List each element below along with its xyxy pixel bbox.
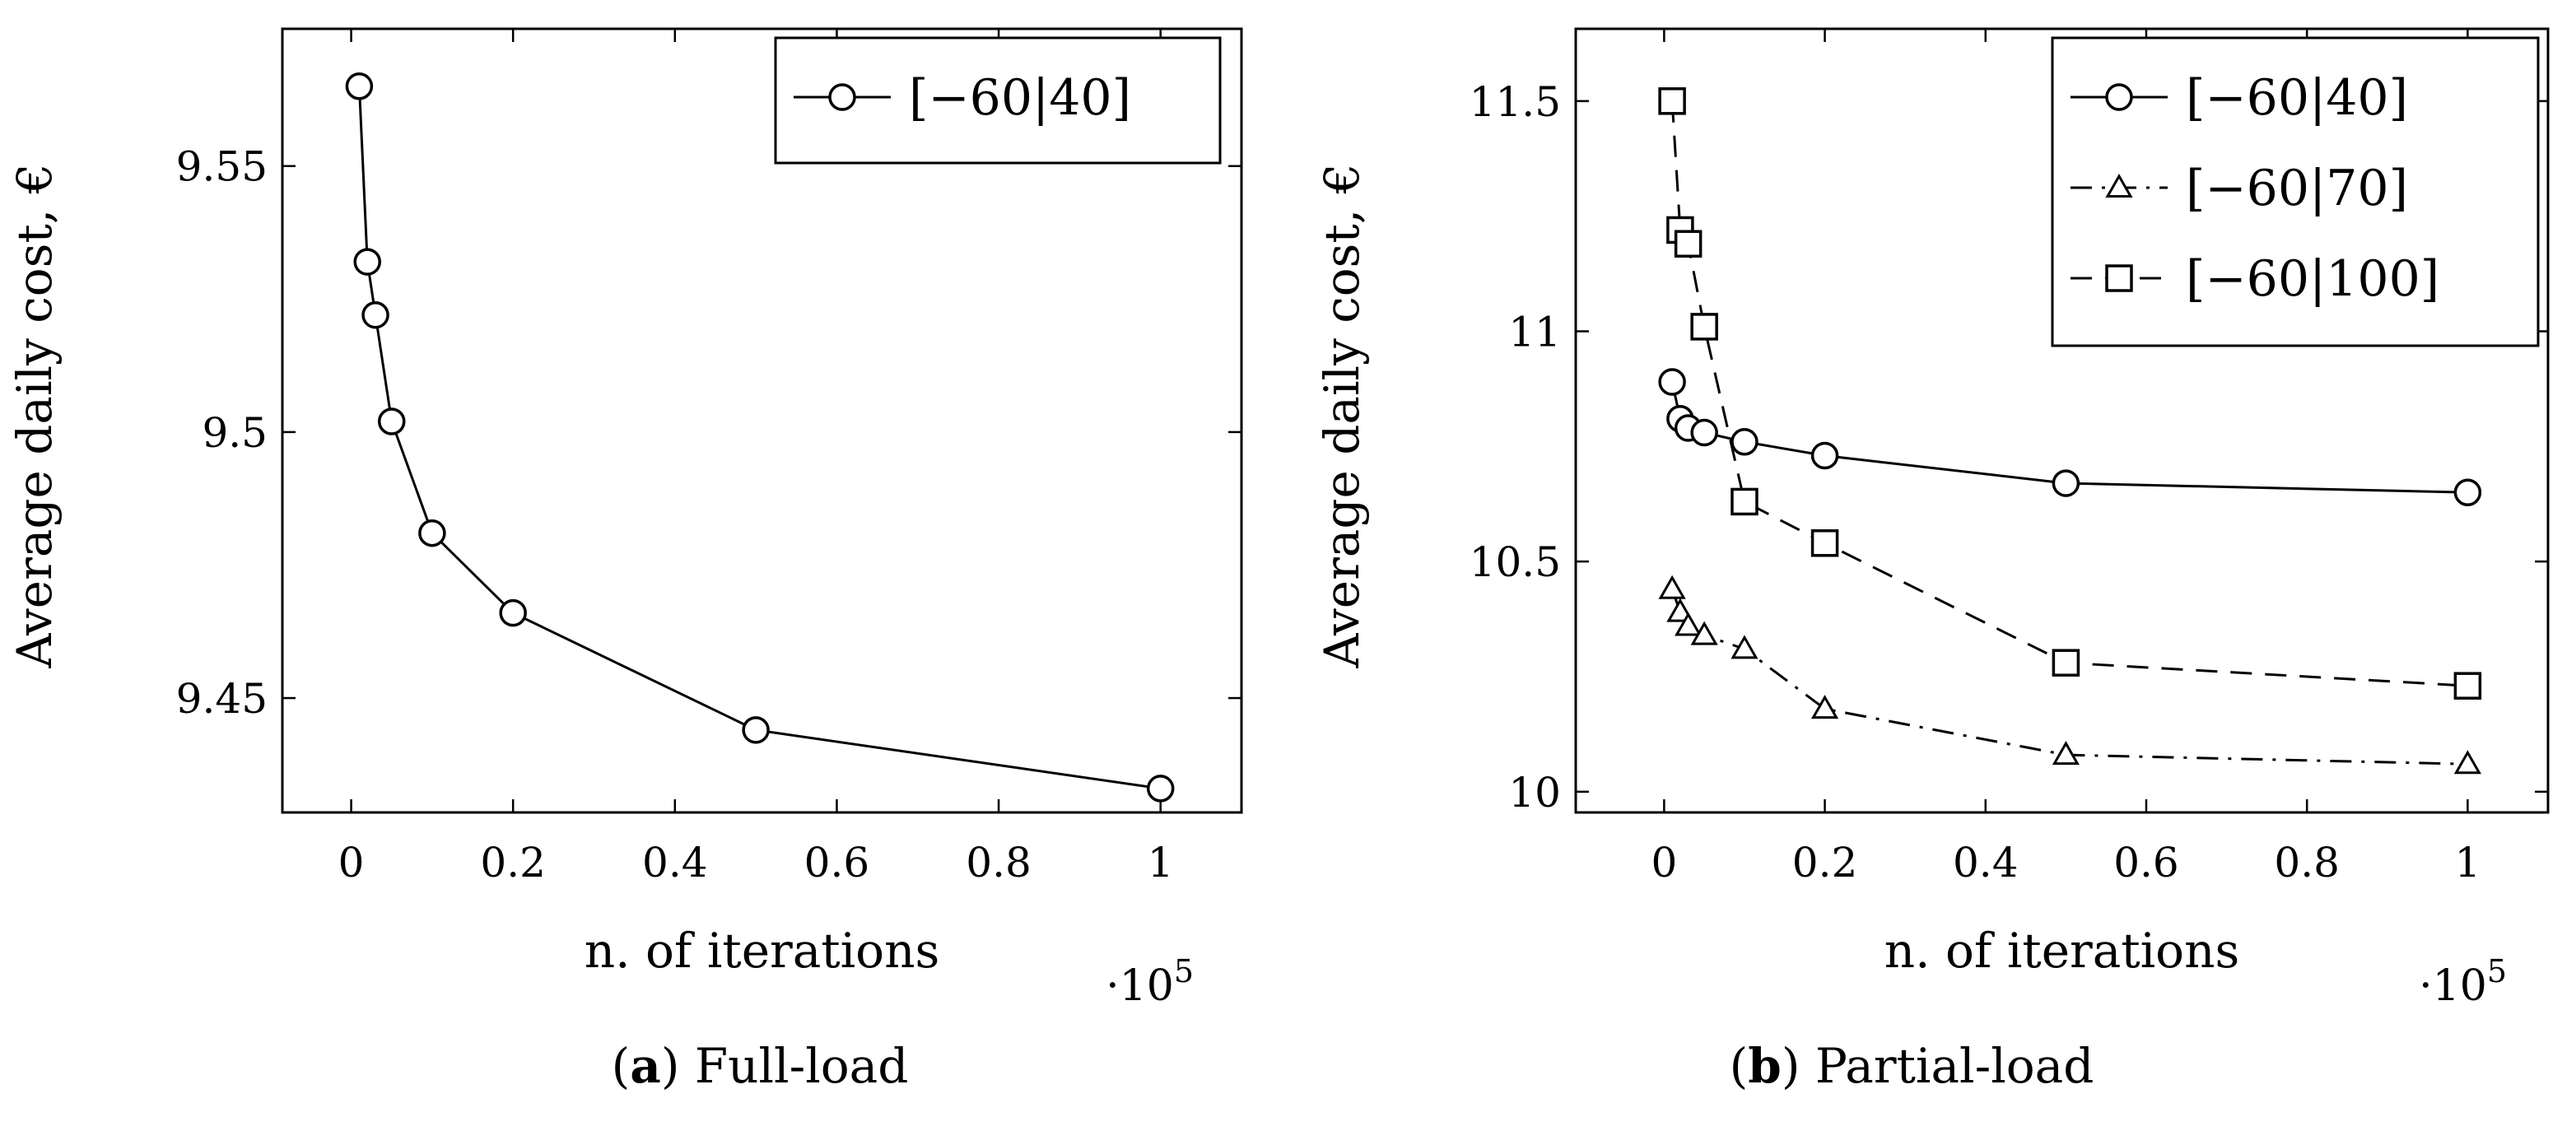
- y-axis-label: Average daily cost, €: [1314, 163, 1370, 668]
- x-tick-label: 1: [1148, 839, 1174, 887]
- caption-text: Partial-load: [1815, 1038, 2094, 1094]
- data-point-s0-7: [1146, 775, 1175, 803]
- data-point-s1-6: [2052, 741, 2080, 766]
- data-point-s0-6: [742, 716, 770, 744]
- y-tick-label: 10: [1508, 769, 1561, 817]
- data-point-s1-1: [1666, 598, 1694, 622]
- caption-text: Full-load: [695, 1038, 908, 1094]
- data-point-s0-3: [1690, 418, 1718, 447]
- x-multiplier-base: ·10: [1106, 961, 1174, 1011]
- y-tick-label: 11: [1508, 308, 1561, 356]
- legend-marker-2: [2105, 264, 2133, 292]
- panel-a-full-load: 0 0.2 0.4 0.6 0.8 1 9.45 9.5 9.55 [−60|40] Average…: [7, 27, 1243, 1094]
- data-point-s0-4: [1731, 427, 1758, 456]
- plot-frame: [281, 27, 1243, 814]
- x-tick-label: 0: [1651, 839, 1677, 887]
- y-tick-label: 9.45: [176, 675, 268, 723]
- data-point-s1-2: [1675, 612, 1703, 636]
- caption-letter: a: [630, 1038, 661, 1094]
- data-point-s2-6: [2052, 649, 2080, 677]
- x-tick-label: 0.6: [2113, 839, 2179, 887]
- x-tick-label: 0.8: [966, 839, 1032, 887]
- y-tick-label: 9.5: [202, 409, 268, 457]
- plot-frame: [1574, 27, 2550, 814]
- data-point-s0-1: [353, 248, 381, 276]
- data-point-s0-0: [1658, 368, 1686, 396]
- series-line-0: [357, 86, 1161, 790]
- caption-paren-open: (: [612, 1038, 631, 1094]
- y-tick-label: 11.5: [1470, 78, 1561, 126]
- data-point-s0-0: [345, 72, 374, 100]
- data-point-s0-3: [377, 407, 406, 435]
- y-tick-label: 9.55: [176, 143, 268, 191]
- data-point-s0-2: [361, 300, 389, 329]
- data-point-s1-4: [1731, 635, 1758, 659]
- x-tick-label: 0.4: [1953, 839, 2019, 887]
- data-point-s2-2: [1674, 230, 1703, 258]
- legend-label-0: [−60|40]: [909, 69, 1131, 127]
- panel-b-partial-load: 0 0.2 0.4 0.6 0.8 1 10 10.5 11 11.5 [−60|40] [−60|7…: [1314, 27, 2550, 1094]
- legend-marker-0: [828, 83, 856, 111]
- series-line-1: [1670, 589, 2468, 766]
- data-point-s1-3: [1690, 621, 1718, 645]
- x-tick-label: 0: [338, 839, 365, 887]
- caption-paren-close: ): [1782, 1038, 1815, 1094]
- caption: (b) Partial-load: [1730, 1038, 2094, 1094]
- caption-paren-close: ): [661, 1038, 695, 1094]
- data-point-s1-5: [1810, 695, 1839, 719]
- legend-label-0: [−60|40]: [2186, 69, 2408, 127]
- series-line-2: [1670, 100, 2468, 687]
- legend-marker-1: [2105, 173, 2133, 198]
- x-tick-label: 0.2: [1792, 839, 1858, 887]
- x-axis-label: n. of iterations: [585, 923, 939, 979]
- x-tick-label: 0.6: [804, 839, 870, 887]
- data-point-s0-4: [418, 519, 446, 547]
- caption: (a) Full-load: [612, 1038, 909, 1094]
- x-multiplier-exponent: 5: [1174, 953, 1194, 989]
- legend-marker-0: [2105, 83, 2133, 111]
- data-point-s2-5: [1810, 529, 1839, 557]
- x-multiplier: ·105: [1106, 953, 1194, 1011]
- data-point-s0-5: [1810, 441, 1839, 470]
- x-multiplier: ·105: [2419, 953, 2507, 1011]
- data-point-s2-0: [1658, 87, 1686, 115]
- data-point-s2-4: [1731, 487, 1758, 516]
- y-axis-label: Average daily cost, €: [7, 163, 63, 668]
- y-tick-label: 10.5: [1470, 538, 1561, 586]
- data-point-s0-6: [2052, 469, 2080, 497]
- data-point-s1-0: [1658, 575, 1686, 599]
- x-multiplier-base: ·10: [2419, 961, 2487, 1011]
- caption-letter: b: [1748, 1038, 1782, 1094]
- legend-box: [2051, 36, 2540, 347]
- data-point-s1-7: [2453, 750, 2481, 775]
- data-point-s2-7: [2453, 672, 2482, 700]
- x-tick-label: 0.2: [480, 839, 546, 887]
- legend-label-2: [−60|100]: [2186, 250, 2439, 308]
- x-axis-label: n. of iterations: [1884, 923, 2239, 979]
- legend-label-1: [−60|70]: [2186, 160, 2408, 217]
- x-tick-label: 1: [2454, 839, 2481, 887]
- data-point-s0-7: [2453, 478, 2482, 507]
- data-point-s2-3: [1690, 313, 1718, 341]
- caption-paren-open: (: [1730, 1038, 1749, 1094]
- x-tick-label: 0.8: [2274, 839, 2340, 887]
- x-multiplier-exponent: 5: [2487, 953, 2507, 989]
- x-tick-label: 0.4: [642, 839, 708, 887]
- data-point-s0-5: [499, 598, 527, 627]
